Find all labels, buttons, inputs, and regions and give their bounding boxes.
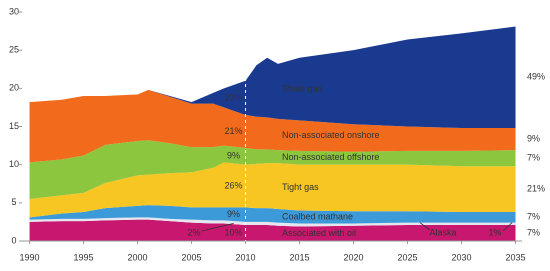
share-label: 2% <box>187 227 200 237</box>
arrow <box>201 223 234 232</box>
end-share-label: 21% <box>527 183 545 193</box>
x-tick-label: 2025 <box>398 252 418 262</box>
end-share-label: 7% <box>527 153 540 163</box>
x-tick-label: 1995 <box>74 252 94 262</box>
y-tick-label: 30 <box>9 6 19 16</box>
area <box>29 219 516 241</box>
x-tick-label: 2000 <box>128 252 148 262</box>
x-tick-label: 2035 <box>506 252 526 262</box>
y-tick-label: 5 <box>11 197 16 207</box>
x-tick-label: 2010 <box>236 252 256 262</box>
series-label: Coalbed mathane <box>282 211 353 221</box>
series-label: Non-associated onshore <box>282 130 380 140</box>
y-tick-label: 20 <box>9 83 19 93</box>
y-tick-label: 25 <box>9 45 19 55</box>
end-share-label: 7% <box>527 212 540 222</box>
area <box>29 26 516 129</box>
share-label: 10% <box>225 227 243 237</box>
series-label: Tight gas <box>282 182 319 192</box>
share-label: 1% <box>488 227 501 237</box>
y-tick-label: 15 <box>9 121 19 131</box>
y-tick-label: 0 <box>11 235 16 245</box>
share-label: 21% <box>225 126 243 136</box>
x-tick-label: 2005 <box>182 252 202 262</box>
share-label: 23% <box>225 92 243 102</box>
series-label: Shale gas <box>282 83 323 93</box>
end-share-label: 49% <box>527 72 545 82</box>
x-tick-label: 2030 <box>452 252 472 262</box>
share-label: 9% <box>227 151 240 161</box>
share-label: 26% <box>225 180 243 190</box>
area <box>29 217 516 227</box>
arrow <box>419 222 431 231</box>
series-label: Associated with oil <box>282 228 356 238</box>
end-share-label: 7% <box>527 227 540 237</box>
series-label: Non-associated offshore <box>282 152 379 162</box>
area <box>29 140 516 200</box>
x-tick-label: 2015 <box>290 252 310 262</box>
x-tick-label: 1990 <box>20 252 40 262</box>
share-label: 9% <box>227 209 240 219</box>
end-share-label: 9% <box>527 133 540 143</box>
arrow <box>502 222 513 232</box>
series-label: Alaska <box>429 227 456 237</box>
x-tick-label: 2020 <box>344 252 364 262</box>
area <box>29 205 516 224</box>
y-tick-label: 10 <box>9 159 19 169</box>
area <box>29 89 516 163</box>
area <box>29 162 516 218</box>
